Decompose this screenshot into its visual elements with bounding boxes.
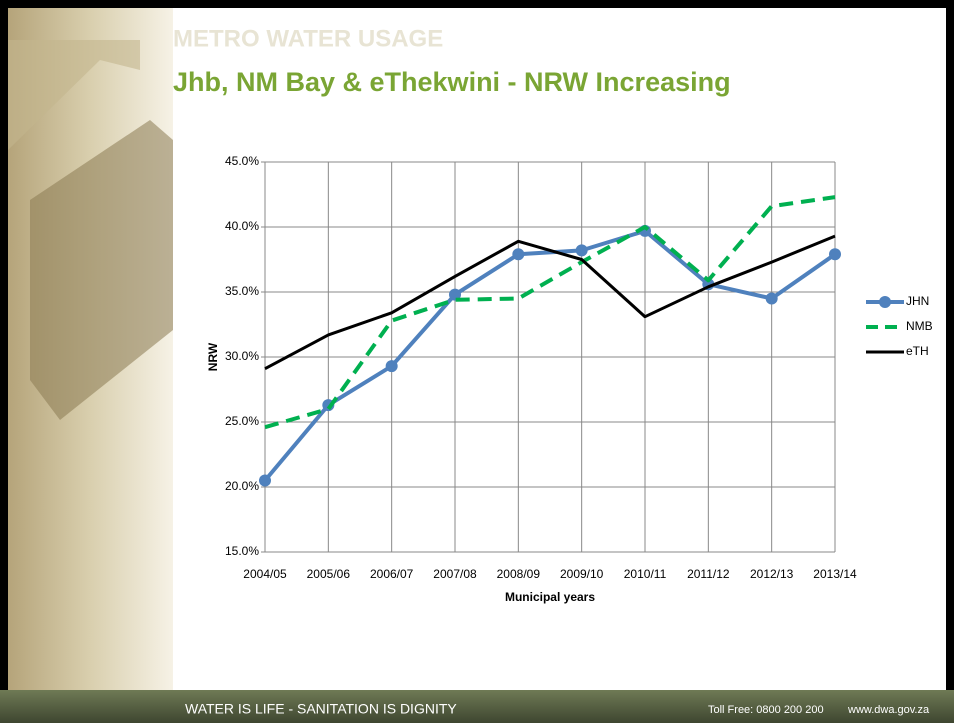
series-marker	[766, 293, 778, 305]
footer-slogan: WATER IS LIFE - SANITATION IS DIGNITY	[185, 701, 457, 717]
x-tick-label: 2010/11	[624, 567, 667, 581]
series-marker	[512, 248, 524, 260]
x-tick-label: 2011/12	[687, 567, 730, 581]
y-tick-label: 30.0%	[225, 349, 259, 363]
y-tick-label: 35.0%	[225, 284, 259, 298]
x-tick-label: 2007/08	[433, 567, 477, 581]
y-tick-label: 15.0%	[225, 544, 259, 558]
legend-label: NMB	[906, 319, 933, 333]
slide-title: Jhb, NM Bay & eThekwini - NRW Increasing	[173, 67, 731, 97]
y-axis-label: NRW	[206, 342, 220, 371]
x-tick-label: 2009/10	[560, 567, 604, 581]
x-tick-label: 2008/09	[497, 567, 541, 581]
y-tick-label: 20.0%	[225, 479, 259, 493]
y-tick-label: 45.0%	[225, 154, 259, 168]
x-tick-label: 2005/06	[307, 567, 351, 581]
legend-label: eTH	[906, 344, 929, 358]
chart: METRO WATER USAGE Jhb, NM Bay & eThekwin…	[0, 0, 954, 723]
series-marker	[386, 360, 398, 372]
x-axis-label: Municipal years	[505, 590, 595, 604]
y-tick-label: 40.0%	[225, 219, 259, 233]
series-marker	[829, 248, 841, 260]
footer-website: www.dwa.gov.za	[847, 704, 930, 716]
footer-phone: Toll Free: 0800 200 200	[708, 704, 824, 716]
x-tick-label: 2004/05	[243, 567, 287, 581]
x-tick-label: 2013/14	[813, 567, 857, 581]
x-tick-label: 2006/07	[370, 567, 414, 581]
section-title: METRO WATER USAGE	[173, 25, 443, 52]
slide: METRO WATER USAGE Jhb, NM Bay & eThekwin…	[0, 0, 954, 723]
series-marker	[259, 475, 271, 487]
legend-marker	[879, 296, 891, 308]
legend-label: JHN	[906, 294, 929, 308]
y-tick-label: 25.0%	[225, 414, 259, 428]
series-marker	[576, 244, 588, 256]
x-tick-label: 2012/13	[750, 567, 794, 581]
